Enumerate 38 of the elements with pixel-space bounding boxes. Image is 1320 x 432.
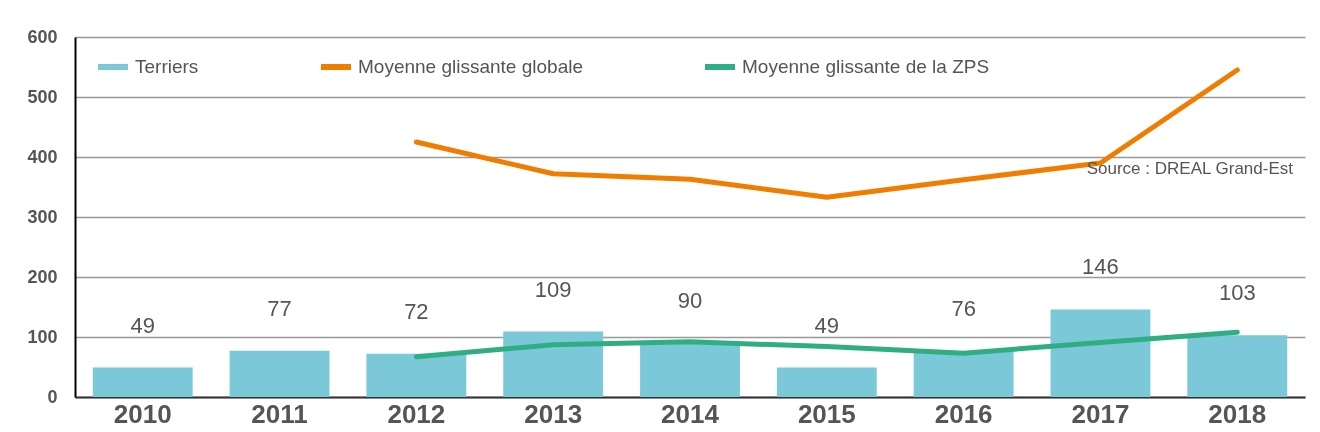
y-tick-label: 200 <box>27 266 58 287</box>
y-tick-label: 400 <box>27 146 58 167</box>
x-tick-label: 2011 <box>251 398 308 429</box>
bar <box>640 343 740 397</box>
bar <box>229 350 330 397</box>
x-tick-label: 2017 <box>1071 398 1130 429</box>
x-tick-label: 2014 <box>661 398 720 429</box>
data-label: 49 <box>130 312 155 338</box>
legend-label: Moyenne glissante globale <box>358 56 583 77</box>
annotation: Source : DREAL Grand-Est <box>1086 159 1294 178</box>
x-tick-label: 2012 <box>387 398 446 429</box>
legend-label: Moyenne glissante de la ZPS <box>742 56 990 77</box>
data-label: 103 <box>1218 280 1256 306</box>
y-tick-label: 300 <box>27 206 58 227</box>
bar <box>1187 335 1288 397</box>
data-label: 77 <box>267 295 292 321</box>
bar <box>366 353 467 397</box>
data-label: 109 <box>534 276 572 302</box>
bar <box>503 331 604 397</box>
bar <box>776 367 877 397</box>
y-tick-label: 600 <box>27 26 58 47</box>
data-label: 146 <box>1082 254 1119 280</box>
x-tick-label: 2018 <box>1208 398 1267 429</box>
x-tick-label: 2016 <box>934 398 993 429</box>
y-tick-label: 0 <box>47 386 58 407</box>
bar <box>92 367 193 397</box>
data-label: 49 <box>814 312 840 338</box>
y-tick-label: 500 <box>27 86 58 107</box>
legend-label: Terriers <box>135 56 199 77</box>
data-label: 72 <box>404 298 429 324</box>
x-tick-label: 2010 <box>113 398 172 429</box>
bar <box>1050 309 1151 397</box>
bar <box>913 351 1014 397</box>
data-label: 90 <box>677 288 703 313</box>
y-tick-label: 100 <box>27 326 58 347</box>
x-tick-label: 2013 <box>524 398 583 429</box>
data-label: 76 <box>951 296 976 322</box>
x-tick-label: 2015 <box>797 398 856 429</box>
